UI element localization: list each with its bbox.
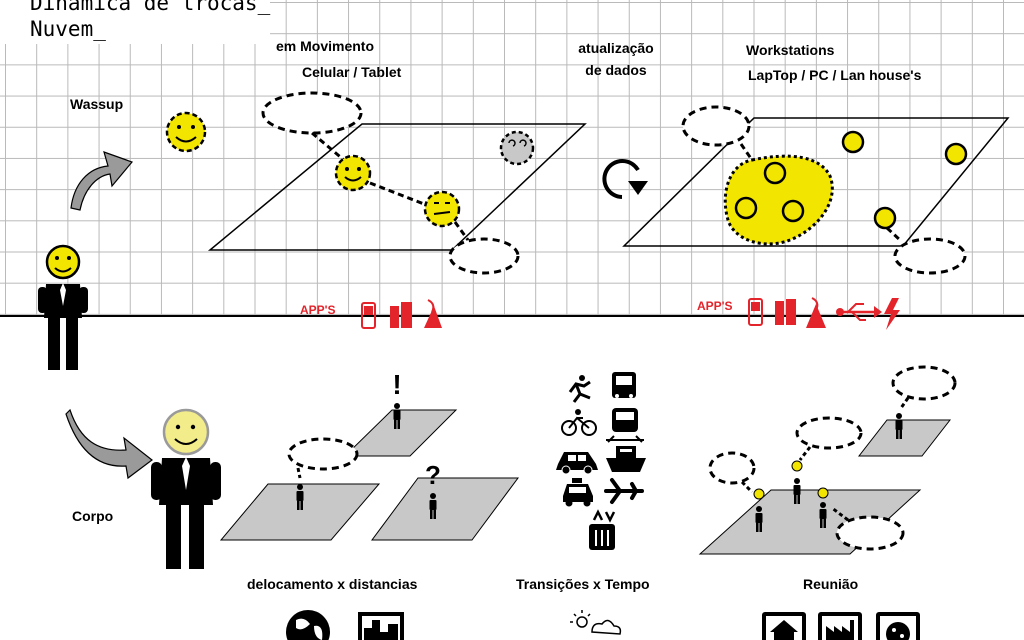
label-transicoes: Transições x Tempo [516,576,650,592]
city-icon [358,612,404,640]
runner-icon [568,375,591,403]
connection-path [296,467,302,479]
speech-bubble-icon [708,451,756,485]
label-em-movimento: em Movimento [276,38,375,54]
train-icon [606,408,644,443]
label-atualizacao: atualização [578,40,654,56]
mobile-phone-icon [361,302,376,329]
mobile-phone-icon [748,298,763,326]
diagram-title: Dinâmica de trocas_ [30,0,271,15]
pizza-icon [876,612,920,640]
smiley-icon [165,111,207,153]
speech-bubble-icon [835,515,905,551]
exclamation-mark: ! [392,369,401,400]
factory-icon [818,612,862,640]
label-reuniao: Reunião [803,576,859,592]
speech-bubble-icon [681,105,751,147]
question-mark: ? [425,460,441,490]
label-workstations: Workstations [746,42,835,58]
speech-bubble-icon [795,416,863,450]
elevator-icon [589,509,616,550]
satellite-dish-icon [424,299,442,328]
bus-icon [612,372,636,398]
workstation-cluster [723,154,834,246]
taxi-icon [563,478,593,507]
label-de-dados: de dados [585,62,647,78]
smiley-icon [753,460,829,500]
curved-arrow-icon [65,408,153,480]
location-platform [219,409,519,541]
speech-bubble-icon [287,437,359,471]
bicycle-icon [561,409,597,436]
ship-icon [606,446,646,472]
speech-bubble-icon [261,91,363,135]
speech-bubble-icon [448,237,520,275]
car-icon [556,452,598,475]
globe-icon [286,610,330,640]
label-deslocamento: delocamento x distancias [247,576,418,592]
speech-bubble-icon [891,365,957,401]
mobile-plane [207,123,587,251]
usb-icon [836,303,882,321]
airplane-icon [604,478,644,504]
smiley-icon [334,154,372,192]
label-corpo: Corpo [72,508,114,524]
label-workstation-devices: LapTop / PC / Lan house's [748,67,922,83]
workstation-plane [622,117,1010,247]
user-figure-online [38,244,88,370]
satellite-dish-icon [806,297,826,328]
sun-cloud-icon [570,610,622,635]
label-celular-tablet: Celular / Tablet [302,64,402,80]
apps-label-right: APP'S [697,299,733,313]
curved-arrow-icon [70,151,134,211]
house-icon [762,612,806,640]
speech-bubble-icon [893,237,967,275]
title-background [0,0,270,44]
pc-tower-icon [775,299,796,325]
refresh-icon [602,159,648,199]
diagram-subtitle: Nuvem_ [30,17,106,41]
smiley-icon [423,190,461,228]
pc-tower-icon [390,302,412,328]
lightning-icon [884,298,900,330]
apps-label-left: APP'S [300,303,336,317]
smiley-icon [499,130,535,166]
label-wassup: Wassup [70,96,124,112]
connection-path [311,131,902,242]
workstation-node [841,130,968,230]
connection-path [740,397,910,522]
user-figure-physical [151,408,221,569]
cloud-ground-divider [0,315,1024,317]
